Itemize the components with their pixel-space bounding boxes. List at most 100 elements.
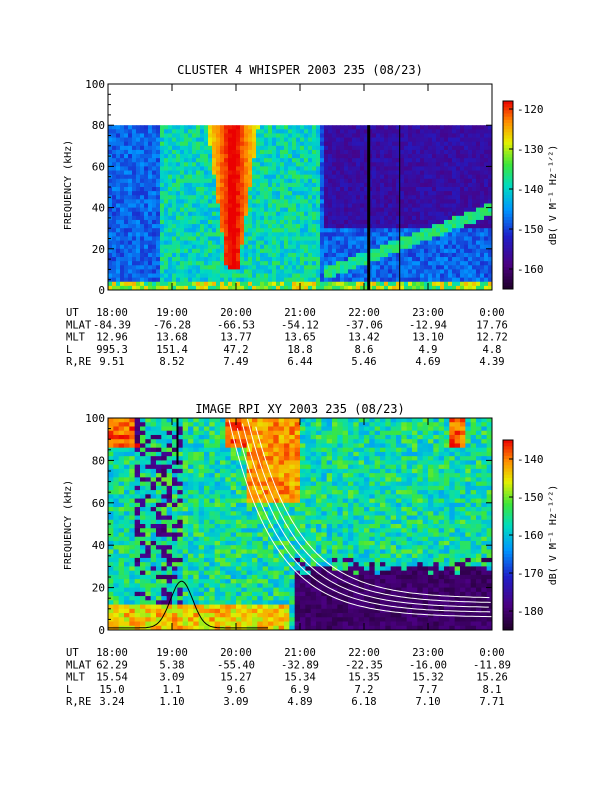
heatmap-cell	[248, 273, 253, 279]
heatmap-cell	[180, 244, 185, 250]
heatmap-cell	[312, 277, 317, 283]
heatmap-cell	[144, 149, 149, 155]
heatmap-cell	[328, 215, 333, 221]
heatmap-cell	[152, 129, 157, 134]
heatmap-cell	[352, 207, 357, 213]
heatmap-cell	[392, 195, 397, 200]
heatmap-cell	[176, 244, 181, 250]
heatmap-cell	[356, 154, 361, 159]
heatmap-cell	[193, 587, 200, 593]
heatmap-cell	[212, 236, 217, 241]
heatmap-cell	[456, 265, 461, 270]
heatmap-cell	[116, 240, 121, 246]
heatmap-cell	[108, 460, 114, 466]
heatmap-cell	[228, 162, 233, 167]
heatmap-cell	[244, 265, 249, 270]
heatmap-cell	[308, 219, 313, 225]
heatmap-cell	[172, 591, 178, 597]
heatmap-cell	[252, 149, 257, 155]
heatmap-cell	[148, 248, 153, 254]
heatmap-cell	[392, 211, 397, 217]
heatmap-cell	[232, 219, 237, 225]
heatmap-cell	[356, 236, 361, 241]
heatmap-cell	[132, 174, 137, 180]
heatmap-cell	[140, 447, 146, 453]
heatmap-cell	[232, 182, 237, 188]
heatmap-cell	[388, 273, 393, 279]
heatmap-cell	[208, 129, 213, 134]
heatmap-cell	[428, 236, 433, 241]
heatmap-cell	[372, 252, 377, 258]
heatmap-cell	[204, 579, 210, 584]
heatmap-cell	[220, 162, 225, 167]
heatmap-cell	[240, 145, 245, 151]
heatmap-cell	[128, 129, 133, 134]
heatmap-cell	[460, 224, 465, 229]
heatmap-cell	[252, 133, 257, 138]
heatmap-cell	[177, 566, 184, 572]
heatmap-cell	[332, 224, 337, 229]
heatmap-cell	[332, 228, 337, 233]
heatmap-cell	[177, 562, 184, 567]
heatmap-cell	[408, 162, 413, 167]
heatmap-cell	[193, 566, 200, 572]
heatmap-cell	[268, 248, 273, 254]
heatmap-cell	[160, 162, 165, 167]
heatmap-cell	[448, 232, 453, 237]
heatmap-cell	[128, 273, 133, 279]
heatmap-cell	[372, 145, 377, 151]
heatmap-cell	[276, 187, 281, 192]
heatmap-cell	[145, 473, 152, 478]
heatmap-cell	[113, 447, 120, 453]
heatmap-cell	[140, 240, 145, 246]
heatmap-cell	[420, 125, 425, 130]
heatmap-cell	[356, 244, 361, 250]
heatmap-cell	[150, 608, 157, 614]
heatmap-cell	[340, 248, 345, 254]
heatmap-cell	[260, 277, 265, 283]
heatmap-cell	[193, 464, 200, 470]
heatmap-cell	[472, 244, 477, 250]
heatmap-cell	[364, 154, 369, 159]
heatmap-cell	[380, 265, 385, 270]
heatmap-cell	[336, 203, 341, 208]
heatmap-cell	[300, 178, 305, 184]
heatmap-cell	[316, 141, 321, 147]
heatmap-cell	[188, 443, 194, 449]
heatmap-cell	[156, 265, 161, 270]
heatmap-cell	[468, 158, 473, 163]
heatmap-cell	[268, 219, 273, 225]
heatmap-cell	[276, 166, 281, 171]
heatmap-cell	[400, 257, 405, 262]
heatmap-cell	[388, 187, 393, 192]
heatmap-cell	[177, 502, 184, 508]
heatmap-cell	[348, 141, 353, 147]
colorbar-segment	[503, 119, 513, 124]
heatmap-cell	[188, 199, 193, 204]
heatmap-cell	[400, 207, 405, 213]
heatmap-cell	[180, 182, 185, 188]
heatmap-cell	[480, 215, 485, 221]
heatmap-cell	[484, 195, 489, 200]
heatmap-cell	[292, 211, 297, 217]
heatmap-cell	[320, 178, 325, 184]
heatmap-cell	[460, 211, 465, 217]
heatmap-cell	[112, 215, 117, 221]
heatmap-cell	[148, 269, 153, 274]
heatmap-cell	[116, 285, 121, 291]
heatmap-cell	[280, 149, 285, 155]
heatmap-cell	[488, 224, 493, 229]
heatmap-cell	[444, 162, 449, 167]
heatmap-cell	[144, 141, 149, 147]
heatmap-cell	[384, 252, 389, 258]
heatmap-cell	[312, 199, 317, 204]
heatmap-cell	[166, 473, 173, 478]
heatmap-cell	[236, 141, 241, 147]
heatmap-cell	[216, 252, 221, 258]
heatmap-cell	[452, 174, 457, 180]
heatmap-cell	[328, 191, 333, 196]
heatmap-cell	[240, 187, 245, 192]
heatmap-cell	[376, 166, 381, 171]
heatmap-cell	[324, 191, 329, 196]
heatmap-cell	[324, 236, 329, 241]
